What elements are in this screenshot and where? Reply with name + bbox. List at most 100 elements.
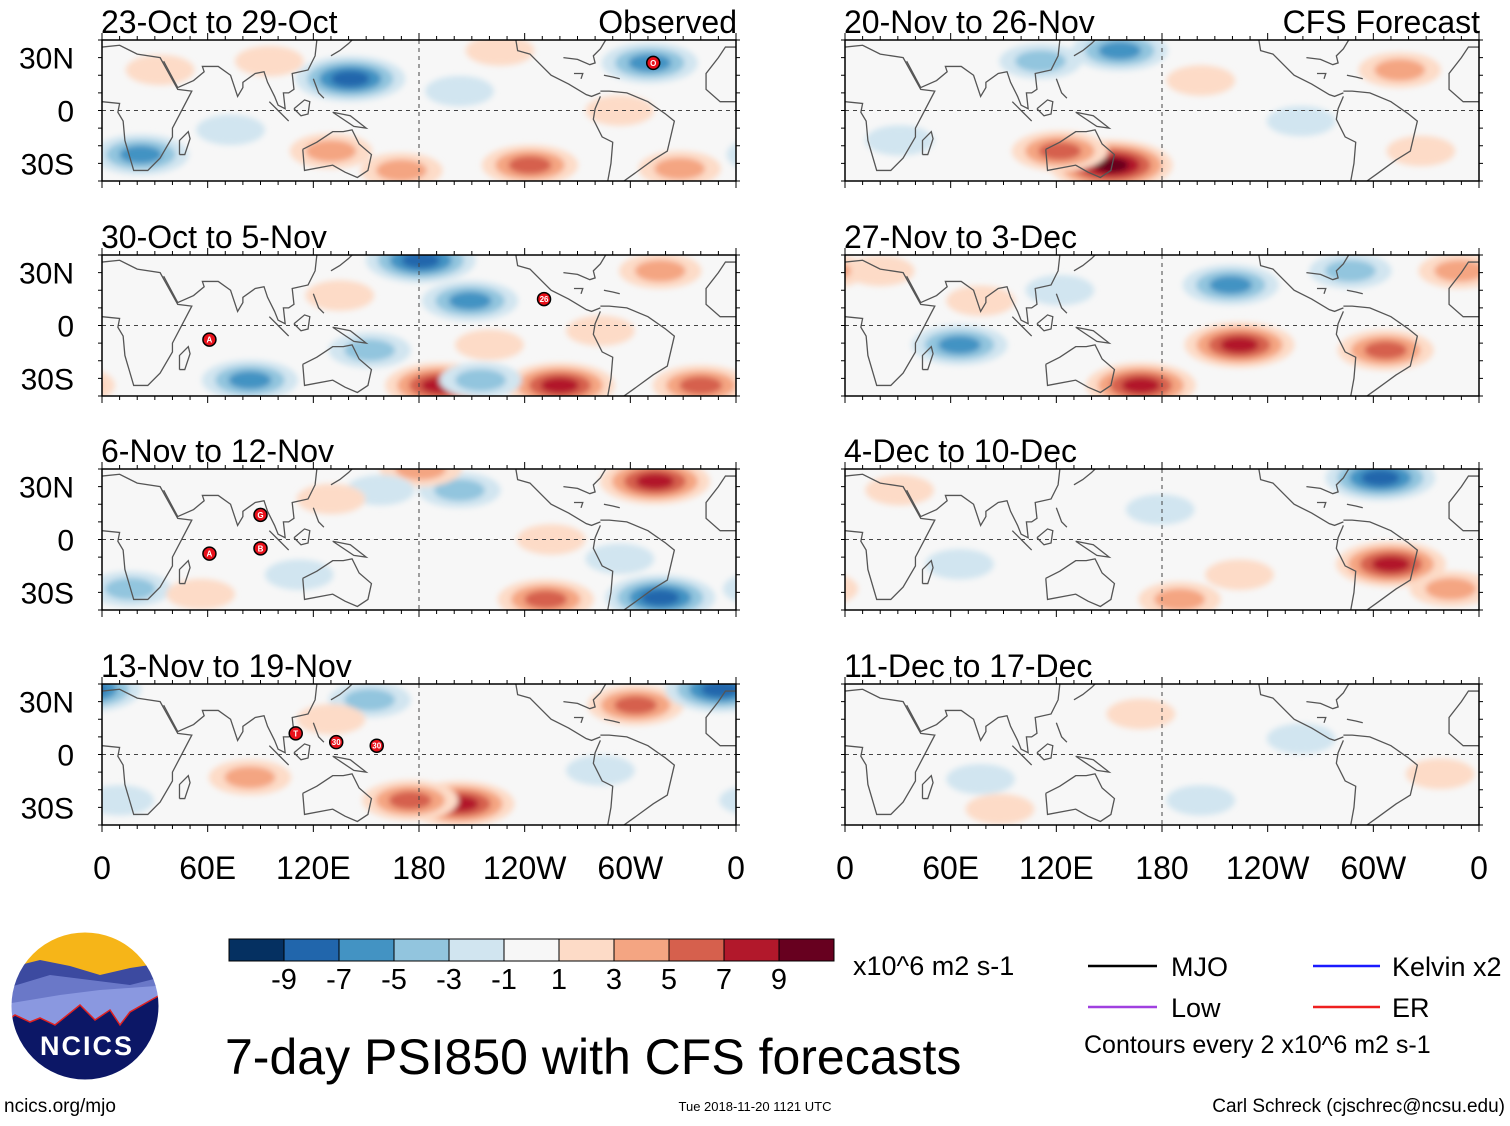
negative-anomaly xyxy=(938,335,981,354)
negative-anomaly xyxy=(946,763,1015,795)
negative-anomaly xyxy=(1209,275,1253,294)
coastline xyxy=(563,684,607,710)
positive-anomaly xyxy=(760,55,829,85)
coastline xyxy=(293,99,311,117)
positive-anomaly xyxy=(1371,556,1411,573)
lat-tick-label: 0 xyxy=(57,96,74,129)
positive-anomaly xyxy=(1480,256,1510,286)
coastline xyxy=(1036,99,1054,117)
coastline xyxy=(845,44,936,172)
positive-anomaly xyxy=(102,371,115,396)
lat-tick-label: 30N xyxy=(19,258,74,291)
negative-anomaly xyxy=(434,479,485,502)
panel-title: 13-Nov to 19-Nov xyxy=(101,648,352,684)
colorbar-swatch xyxy=(613,938,670,962)
storm-marker: 30 xyxy=(328,734,344,750)
negative-anomaly xyxy=(722,575,736,602)
negative-anomaly xyxy=(753,146,796,164)
coastline xyxy=(1075,111,1112,130)
positive-anomaly xyxy=(1386,135,1456,167)
negative-anomaly xyxy=(585,543,655,575)
positive-anomaly xyxy=(224,766,276,789)
legend: MJO Kelvin x2 Low ER Contours every 2 x1… xyxy=(1084,952,1502,1059)
positive-anomaly xyxy=(845,255,867,287)
anomaly-field xyxy=(845,469,1510,610)
coastline xyxy=(1346,289,1363,295)
lon-tick-label: 0 xyxy=(1470,850,1488,886)
map-panels: O 30N 0 30S 23-Oct to 29-Oct Observed A 26 30N 0 3… xyxy=(0,4,1510,832)
coastline xyxy=(845,473,936,601)
colorbar-swatch xyxy=(723,938,780,962)
positive-anomaly xyxy=(1121,377,1160,394)
coastline xyxy=(102,259,193,387)
coastline xyxy=(312,722,325,743)
storm-label: T xyxy=(293,729,298,738)
cyclone-icon xyxy=(202,546,217,561)
logo-text: NCICS xyxy=(40,1031,134,1061)
positive-anomaly xyxy=(845,575,859,602)
lon-tick-label: 0 xyxy=(836,850,854,886)
coastline xyxy=(1346,503,1363,509)
negative-anomaly xyxy=(1499,125,1510,155)
positive-anomaly xyxy=(305,280,375,311)
coastline xyxy=(845,688,936,816)
colorbar-label: -7 xyxy=(326,964,352,996)
negative-anomaly xyxy=(719,787,736,814)
positive-anomaly xyxy=(845,263,851,278)
lat-tick-label: 30S xyxy=(21,792,74,825)
legend-label-er: ER xyxy=(1392,993,1430,1023)
negative-anomaly xyxy=(344,339,396,362)
map-panel: 27-Nov to 3-Dec xyxy=(841,219,1510,403)
coastline xyxy=(1045,344,1116,394)
coastline xyxy=(845,259,936,387)
panel-title: 6-Nov to 12-Nov xyxy=(101,433,334,469)
lat-tick-label: 30N xyxy=(19,472,74,505)
negative-anomaly xyxy=(1025,275,1095,306)
coastline xyxy=(1306,40,1350,66)
negative-anomaly xyxy=(739,578,790,600)
storm-marker: 30 xyxy=(369,738,384,753)
coastline xyxy=(1316,501,1327,508)
positive-anomaly xyxy=(946,285,1015,317)
coastline xyxy=(1448,475,1479,532)
positive-anomaly xyxy=(125,54,195,86)
coastline xyxy=(515,469,601,527)
coastline xyxy=(1258,469,1344,527)
negative-anomaly xyxy=(228,371,272,390)
negative-anomaly xyxy=(119,145,163,164)
coastline xyxy=(302,129,373,179)
coastline xyxy=(1335,96,1357,181)
coastline xyxy=(178,559,191,585)
storm-label: A xyxy=(207,336,213,345)
coastline xyxy=(592,525,614,610)
coastline xyxy=(1055,722,1068,743)
coastline xyxy=(563,40,607,66)
positive-anomaly xyxy=(566,315,635,347)
positive-anomaly xyxy=(305,140,357,162)
coastline xyxy=(600,90,676,181)
coastline xyxy=(1343,734,1419,825)
coastline xyxy=(592,311,614,396)
lat-tick-label: 30N xyxy=(19,687,74,720)
coastline xyxy=(1316,72,1327,79)
map-panel: 20-Nov to 26-Nov CFS Forecast xyxy=(740,4,1510,188)
coastline xyxy=(312,78,325,99)
coastline xyxy=(906,684,1061,754)
coastline xyxy=(573,716,584,723)
positive-anomaly xyxy=(0,316,1,346)
coastline xyxy=(921,130,934,156)
coastline xyxy=(102,688,193,816)
coastline xyxy=(906,469,1061,539)
negative-anomaly xyxy=(1325,259,1376,282)
coastline xyxy=(330,684,353,701)
colorbar-label: 9 xyxy=(771,964,787,996)
coastline xyxy=(603,503,620,509)
negative-anomaly xyxy=(1166,785,1236,816)
negative-anomaly xyxy=(566,755,635,786)
panel-title: 11-Dec to 17-Dec xyxy=(844,648,1092,684)
positive-anomaly xyxy=(1499,475,1510,505)
positive-anomaly xyxy=(740,59,791,81)
coastline xyxy=(332,111,369,130)
storm-label: 30 xyxy=(332,738,341,747)
anomaly-field xyxy=(946,698,1475,825)
